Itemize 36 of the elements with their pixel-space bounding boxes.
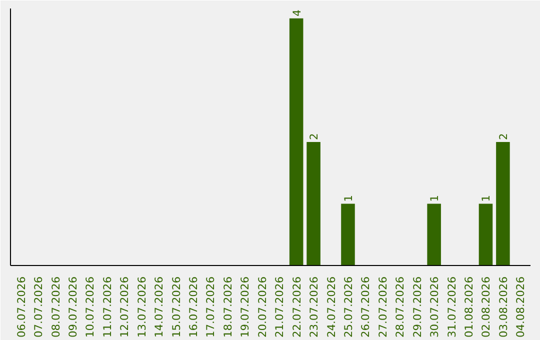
x-tick-label: 12.07.2026: [118, 276, 132, 338]
x-tick-label: 16.07.2026: [187, 276, 200, 338]
data-label: 2: [308, 133, 321, 140]
data-label: 1: [428, 194, 442, 202]
x-tick-label: 14.07.2026: [152, 276, 166, 338]
x-tick-label: 20.07.2026: [256, 276, 269, 338]
x-tick-label: 04.08.2026: [514, 276, 528, 338]
x-tick-label: 07.07.2026: [32, 276, 46, 338]
x-tick-label: 18.07.2026: [221, 276, 234, 338]
x-tick-label: 29.07.2026: [410, 276, 424, 338]
x-tick-label: 22.07.2026: [290, 276, 304, 338]
data-label: 1: [480, 194, 493, 202]
x-tick-label: 06.07.2026: [14, 276, 28, 338]
x-tick-label: 24.07.2026: [324, 276, 338, 338]
x-tick-label: 02.08.2026: [480, 276, 493, 338]
x-tick-label: 08.07.2026: [49, 276, 62, 338]
data-label: 1: [342, 194, 355, 202]
x-tick-label: 25.07.2026: [342, 276, 355, 338]
x-tick-label: 03.08.2026: [496, 276, 510, 338]
x-tick-label: 15.07.2026: [170, 276, 183, 338]
x-tick-label: 17.07.2026: [204, 276, 218, 338]
x-tick-label: 19.07.2026: [238, 276, 252, 338]
x-tick-label: 23.07.2026: [308, 276, 321, 338]
x-tick-label: 10.07.2026: [84, 276, 97, 338]
x-tick-label: 27.07.2026: [376, 276, 390, 338]
x-tick-label: 13.07.2026: [135, 276, 148, 338]
data-label: 2: [496, 133, 510, 140]
x-tick-label: 11.07.2026: [100, 276, 114, 338]
x-tick-label: 26.07.2026: [359, 276, 372, 338]
x-tick-label: 01.08.2026: [462, 276, 476, 338]
x-tick-label: 30.07.2026: [428, 276, 442, 338]
x-tick-label: 28.07.2026: [394, 276, 407, 338]
x-tick-label: 21.07.2026: [273, 276, 286, 338]
x-tick-label: 31.07.2026: [445, 276, 458, 338]
x-tick-label: 09.07.2026: [66, 276, 80, 338]
data-label: 4: [290, 9, 304, 16]
